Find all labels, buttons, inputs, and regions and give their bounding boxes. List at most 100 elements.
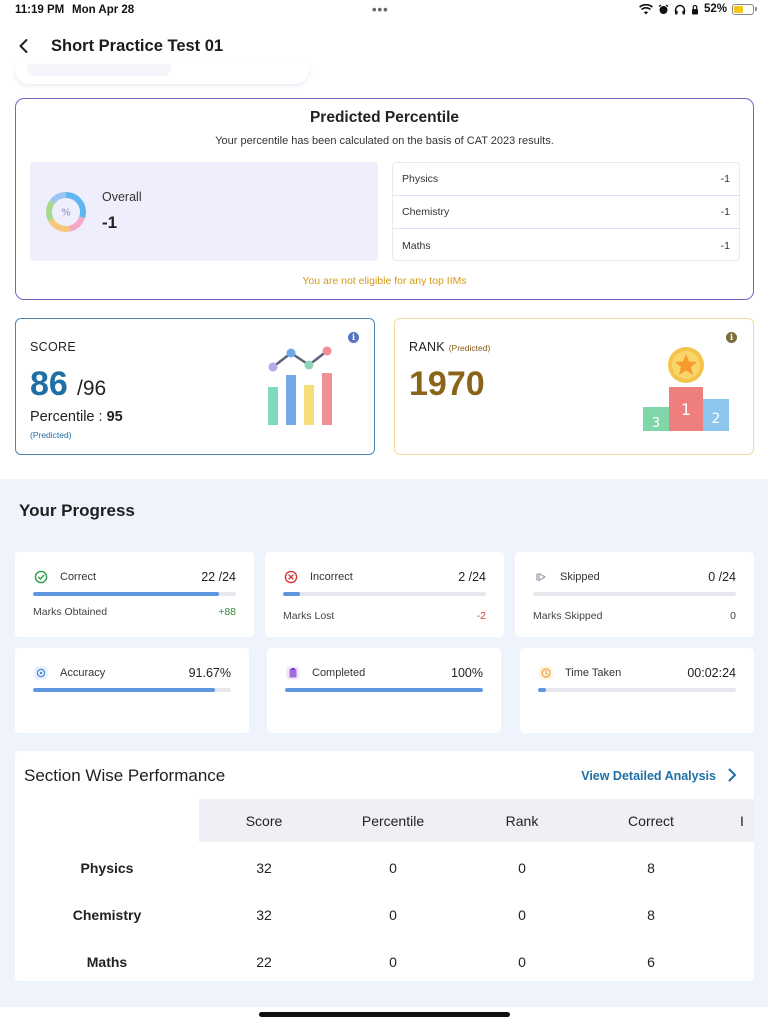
- check-circle-icon: [34, 570, 48, 584]
- chemistry-rank: 0: [518, 907, 526, 923]
- subject-name: Physics: [402, 173, 439, 185]
- status-date: Mon Apr 28: [72, 4, 135, 16]
- skipped-value: 0 /24: [708, 570, 736, 584]
- incorrect-value: 2 /24: [458, 570, 486, 584]
- rank-value: 1970: [409, 365, 485, 403]
- accuracy-progress-track: [33, 688, 231, 692]
- battery-icon: [732, 3, 757, 15]
- correct-progress-fill: [33, 592, 220, 596]
- clipboard-icon: [286, 666, 300, 680]
- physics-percentile: 0: [389, 860, 397, 876]
- column-header-clipped: I: [740, 813, 744, 829]
- chemistry-correct: 8: [647, 907, 655, 923]
- physics-score: 32: [256, 860, 272, 876]
- lock-rotation-icon: [691, 4, 698, 14]
- skipped-stat-card: Skipped 0 /24 Marks Skipped 0: [515, 552, 754, 637]
- clock-icon: [539, 666, 553, 680]
- podium-third: 3: [652, 416, 660, 431]
- percentile-value: 95: [106, 409, 123, 425]
- incorrect-progress-track: [283, 592, 486, 596]
- progress-section: Your Progress Correct 22 /24 Marks Obtai…: [0, 479, 768, 1007]
- chevron-right-icon[interactable]: [725, 767, 739, 783]
- completed-label: Completed: [312, 667, 366, 679]
- completed-stat-card: Completed 100%: [267, 648, 501, 733]
- predicted-percentile-title: Predicted Percentile: [309, 109, 460, 126]
- marks-obtained-value: +88: [218, 606, 236, 618]
- score-percentile: Percentile : 95: [30, 409, 123, 425]
- alarm-icon: [658, 3, 669, 14]
- subject-value: -1: [720, 239, 730, 252]
- chemistry-score: 32: [256, 907, 272, 923]
- podium-trophy-icon: 1 2 3: [643, 347, 729, 431]
- correct-stat-card: Correct 22 /24 Marks Obtained +88: [15, 552, 254, 637]
- time-taken-value: 00:02:24: [687, 666, 736, 680]
- overall-value: -1: [102, 213, 118, 232]
- rank-info-icon[interactable]: i: [726, 332, 737, 343]
- score-value: 86: [30, 365, 68, 403]
- podium-first: 1: [681, 400, 691, 419]
- score-info-icon[interactable]: i: [348, 332, 359, 343]
- progress-title: Your Progress: [19, 501, 135, 520]
- rank-title: RANK: [409, 340, 445, 354]
- subject-value: -1: [720, 206, 730, 218]
- skipped-label: Skipped: [560, 571, 600, 583]
- physics-rank: 0: [518, 860, 526, 876]
- predicted-percentile-subtitle: Your percentile has been calculated on t…: [215, 135, 554, 147]
- completed-progress-track: [285, 688, 483, 692]
- status-time: 11:19 PM: [15, 4, 65, 16]
- column-header-rank: Rank: [505, 813, 539, 829]
- status-icons: 52%: [639, 3, 757, 15]
- rank-label: RANK (Predicted): [409, 340, 490, 354]
- percentile-donut-icon: %: [46, 192, 86, 232]
- column-header-percentile: Percentile: [361, 813, 425, 829]
- subject-row-maths: Maths -1: [393, 229, 739, 262]
- maths-correct: 6: [647, 954, 655, 970]
- subject-row-chemistry: Chemistry -1: [393, 196, 739, 229]
- row-label-chemistry: Chemistry: [72, 907, 142, 923]
- marks-obtained-label: Marks Obtained: [33, 606, 108, 618]
- view-detailed-analysis-link[interactable]: View Detailed Analysis: [581, 769, 716, 783]
- marks-lost-value: -2: [476, 610, 486, 622]
- column-header-score: Score: [245, 813, 283, 829]
- score-card: SCORE 86 /96 Percentile : 95 (Predicted)…: [15, 318, 375, 455]
- accuracy-value: 91.67%: [188, 666, 231, 680]
- incorrect-label: Incorrect: [310, 571, 353, 583]
- marks-skipped-value: 0: [730, 610, 736, 622]
- accuracy-label: Accuracy: [60, 667, 106, 679]
- percentile-label: Percentile :: [30, 409, 107, 425]
- subject-name: Chemistry: [402, 206, 450, 218]
- app-header: Short Practice Test 01: [0, 30, 768, 64]
- time-taken-progress-fill: [538, 688, 546, 692]
- subject-percentile-list: Physics -1 Chemistry -1 Maths -1: [392, 162, 740, 261]
- battery-percent: 52%: [703, 3, 727, 15]
- podium-second: 2: [712, 411, 721, 427]
- rank-card: RANK (Predicted) 1970 i 1 2 3: [394, 318, 754, 455]
- time-taken-progress-track: [538, 688, 736, 692]
- headphones-icon: [674, 4, 686, 14]
- physics-correct: 8: [647, 860, 655, 876]
- scrolled-card-inner: [27, 64, 171, 76]
- accuracy-target-icon: [34, 666, 48, 680]
- bar-chart-icon: [268, 346, 332, 425]
- score-label: SCORE: [30, 340, 76, 354]
- multitask-dots-icon[interactable]: •••: [372, 2, 389, 17]
- score-total: /96: [77, 377, 107, 400]
- page-title: Short Practice Test 01: [51, 37, 224, 55]
- correct-value: 22 /24: [201, 570, 236, 584]
- subject-row-physics: Physics -1: [393, 163, 739, 196]
- chemistry-percentile: 0: [389, 907, 397, 923]
- accuracy-progress-fill: [33, 688, 215, 692]
- time-taken-stat-card: Time Taken 00:02:24: [520, 648, 754, 733]
- maths-rank: 0: [518, 954, 526, 970]
- home-indicator[interactable]: [259, 1012, 510, 1017]
- wifi-icon: [639, 3, 653, 14]
- status-bar: 11:19 PM Mon Apr 28 ••• 52%: [0, 0, 768, 22]
- completed-progress-fill: [285, 688, 483, 692]
- cross-circle-icon: [284, 570, 298, 584]
- back-arrow-icon[interactable]: [14, 36, 34, 56]
- iim-eligibility-message: You are not eligible for any top IIMs: [302, 275, 467, 287]
- marks-lost-label: Marks Lost: [283, 610, 335, 622]
- donut-symbol: %: [61, 208, 71, 219]
- overall-percentile-box: % Overall -1: [30, 162, 378, 261]
- marks-skipped-label: Marks Skipped: [533, 610, 603, 622]
